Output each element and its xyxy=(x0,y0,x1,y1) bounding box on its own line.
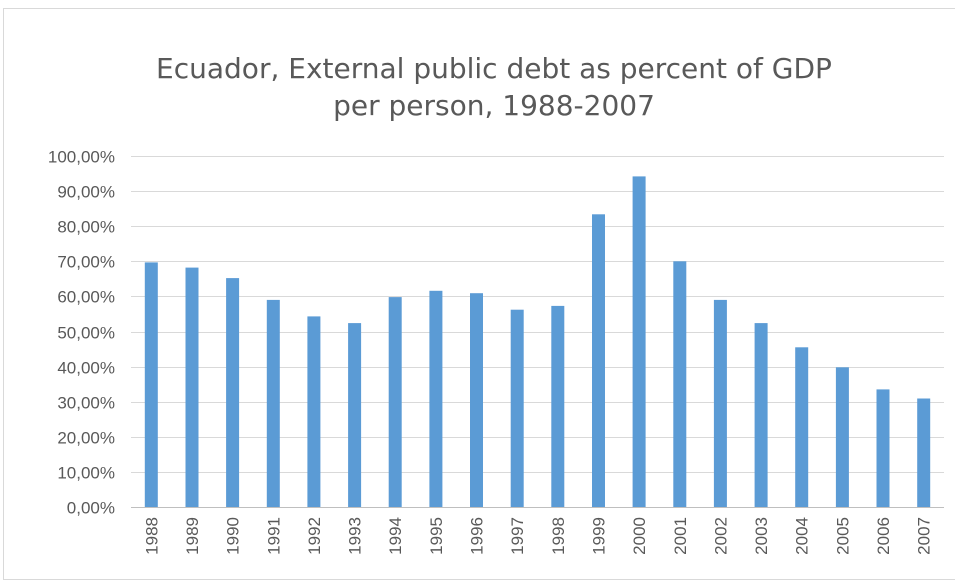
bar-1996 xyxy=(470,293,483,507)
bar-chart: Ecuador, External public debt as percent… xyxy=(4,9,956,581)
x-tick-label: 1999 xyxy=(590,517,609,555)
bar-2006 xyxy=(877,389,890,507)
bar-1998 xyxy=(551,306,564,507)
chart-title-line-1: Ecuador, External public debt as percent… xyxy=(156,52,832,85)
bar-2007 xyxy=(917,399,930,508)
bar-2003 xyxy=(755,323,768,507)
x-tick-label: 1992 xyxy=(305,517,324,555)
bar-1990 xyxy=(226,278,239,507)
chart-frame: Ecuador, External public debt as percent… xyxy=(3,8,955,580)
y-tick-label: 0,00% xyxy=(67,499,115,518)
y-tick-label: 50,00% xyxy=(57,324,115,343)
x-tick-label: 2003 xyxy=(752,517,771,555)
bar-1994 xyxy=(389,297,402,507)
y-tick-label: 10,00% xyxy=(57,464,115,483)
bar-2000 xyxy=(633,176,646,507)
bars xyxy=(145,176,930,507)
y-tick-label: 20,00% xyxy=(57,429,115,448)
x-tick-label: 1997 xyxy=(508,517,527,555)
x-tick-label: 2002 xyxy=(711,517,730,555)
y-tick-label: 40,00% xyxy=(57,359,115,378)
y-tick-label: 90,00% xyxy=(57,183,115,202)
bar-2005 xyxy=(836,367,849,507)
y-tick-label: 70,00% xyxy=(57,253,115,272)
chart-title-line-2: per person, 1988-2007 xyxy=(333,89,655,122)
bar-1995 xyxy=(429,291,442,507)
y-tick-label: 80,00% xyxy=(57,218,115,237)
bar-1999 xyxy=(592,214,605,507)
bar-2004 xyxy=(795,347,808,507)
x-tick-label: 2004 xyxy=(793,517,812,555)
x-tick-label: 1995 xyxy=(427,517,446,555)
x-tick-label: 1989 xyxy=(183,517,202,555)
x-tick-label: 1993 xyxy=(346,517,365,555)
y-tick-label: 30,00% xyxy=(57,394,115,413)
x-tick-label: 2001 xyxy=(671,517,690,555)
x-tick-label: 1990 xyxy=(224,517,243,555)
x-axis-tick-labels: 1988 1989 1990 1991 1992 1993 1994 1995 1996 1997… xyxy=(142,517,933,555)
bar-1988 xyxy=(145,262,158,507)
x-tick-label: 2000 xyxy=(630,517,649,555)
x-tick-label: 2007 xyxy=(915,517,934,555)
y-tick-label: 100,00% xyxy=(48,148,115,167)
x-tick-label: 1988 xyxy=(142,517,161,555)
bar-1991 xyxy=(267,300,280,507)
bar-1997 xyxy=(511,310,524,507)
y-tick-label: 60,00% xyxy=(57,288,115,307)
y-axis-tick-labels: 0,00% 10,00% 20,00% 30,00% 40,00% 50,00% 60,00… xyxy=(48,148,115,518)
bar-1992 xyxy=(307,316,320,507)
x-tick-label: 1994 xyxy=(386,517,405,555)
x-tick-label: 1998 xyxy=(549,517,568,555)
gridlines xyxy=(131,157,944,508)
x-tick-label: 2005 xyxy=(833,517,852,555)
x-tick-label: 1996 xyxy=(468,517,487,555)
bar-1993 xyxy=(348,323,361,507)
x-tick-label: 1991 xyxy=(264,517,283,555)
bar-1989 xyxy=(186,268,199,507)
bar-2001 xyxy=(673,261,686,507)
bar-2002 xyxy=(714,300,727,507)
x-tick-label: 2006 xyxy=(874,517,893,555)
